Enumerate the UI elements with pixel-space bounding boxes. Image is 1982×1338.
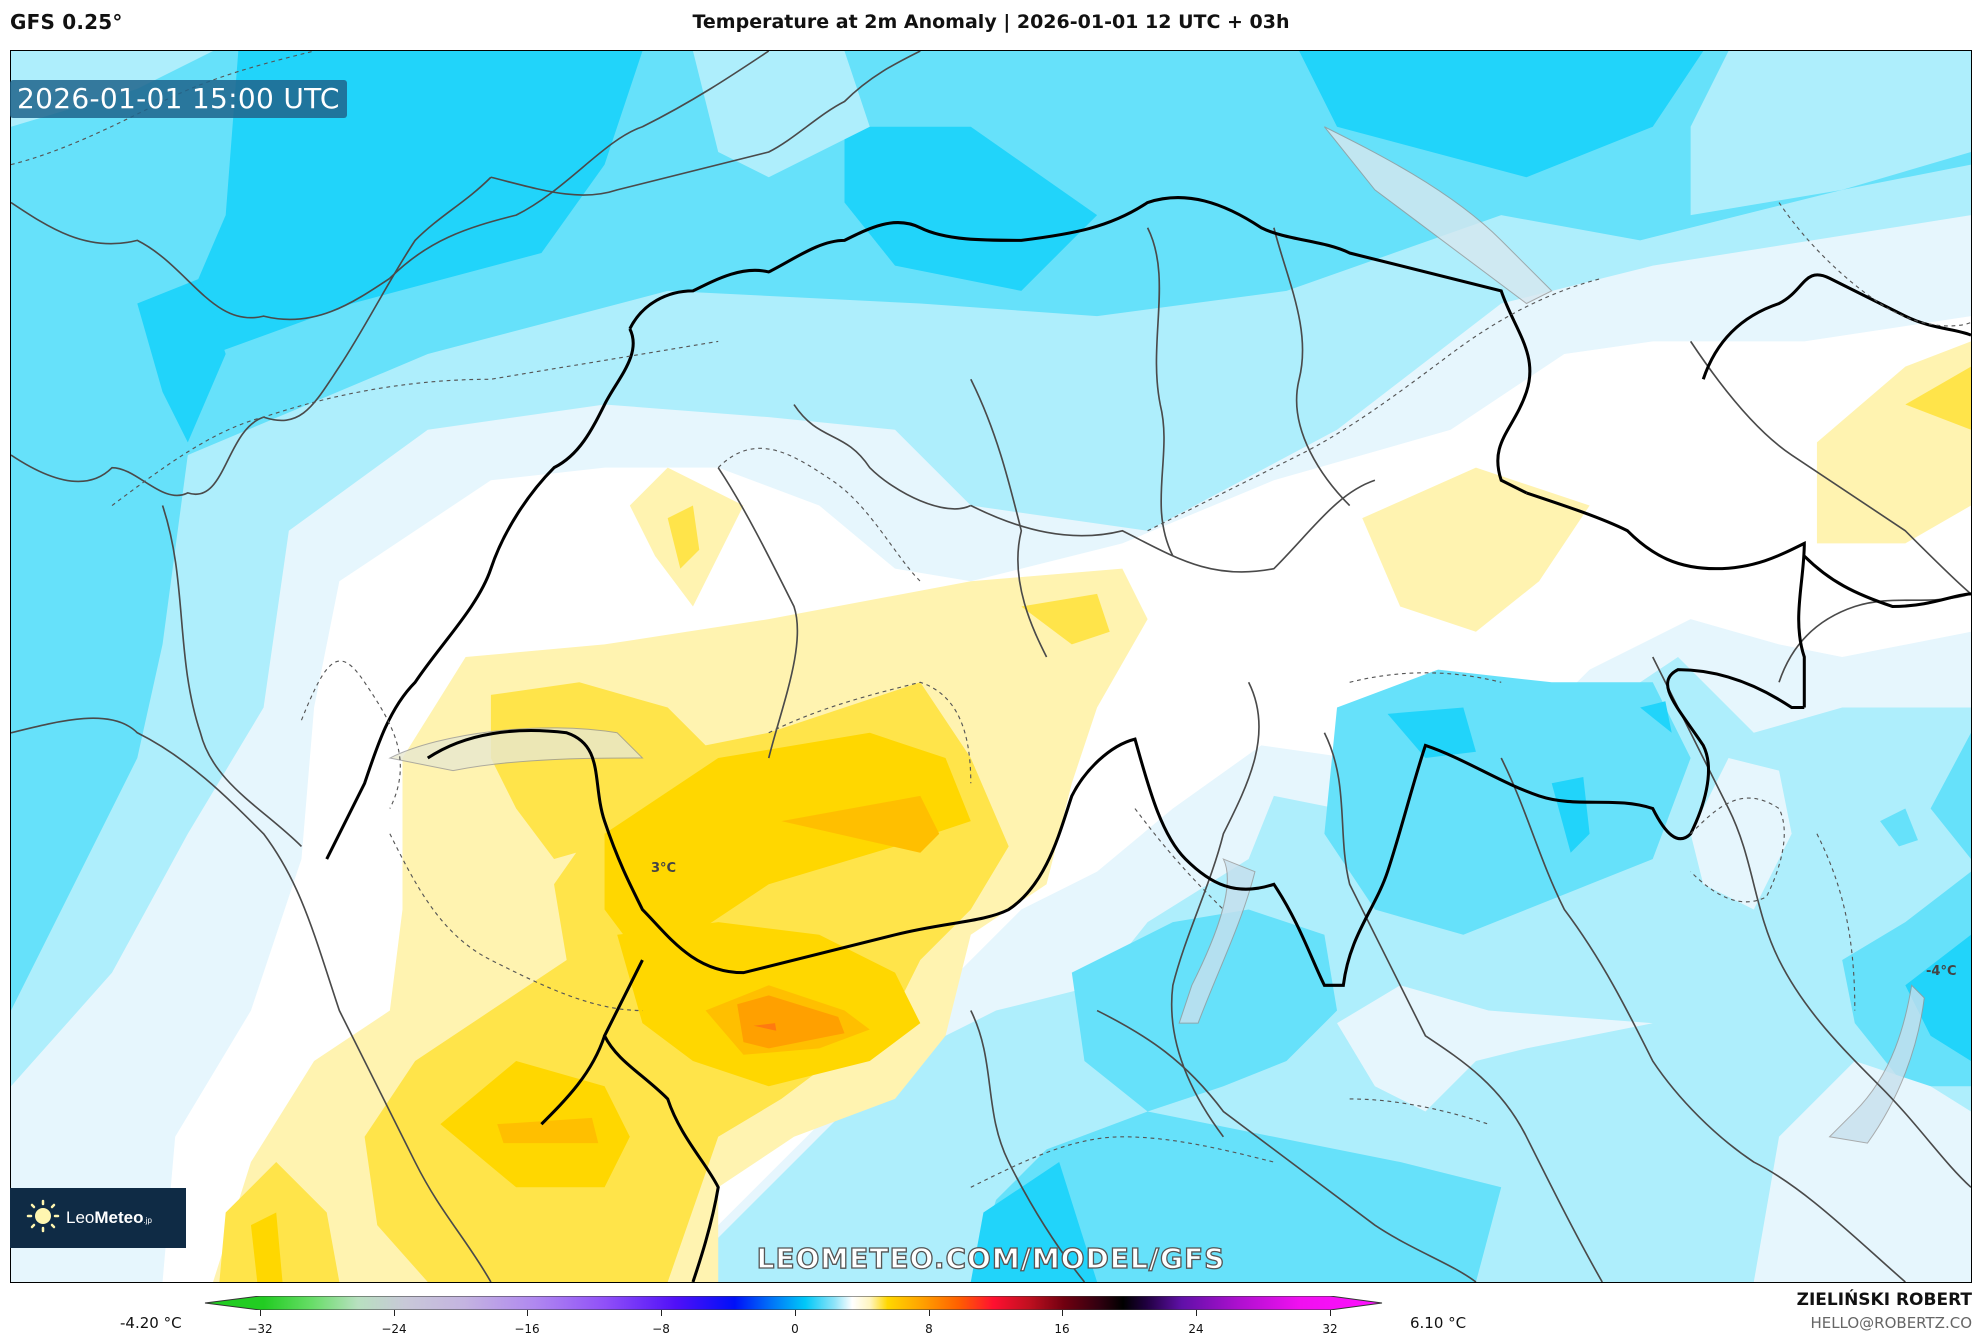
author-email: HELLO@ROBERTZ.CO [1810, 1314, 1972, 1332]
tick-mark [394, 1310, 395, 1316]
contour-label-3c: 3°C [651, 861, 677, 876]
tick-mark [260, 1310, 261, 1316]
tick-label: 24 [1188, 1322, 1204, 1336]
colorbar: -4.20 °C 6.10 °C [0, 1290, 1982, 1338]
tick-label: 0 [791, 1322, 799, 1336]
model-label: GFS 0.25° [10, 10, 123, 34]
tick-mark [661, 1310, 662, 1316]
tick-mark [1062, 1310, 1063, 1316]
leometeo-logo: LeoMeteo.jp [10, 1188, 186, 1248]
tick-mark [1330, 1310, 1331, 1316]
author-name: ZIELIŃSKI ROBERT [1796, 1290, 1972, 1310]
chart-title: Temperature at 2m Anomaly | 2026-01-01 1… [692, 11, 1290, 33]
tick-label: 32 [1322, 1322, 1338, 1336]
valid-time-badge: 2026-01-01 15:00 UTC [10, 80, 347, 118]
tick-mark [929, 1310, 930, 1316]
tick-label: −8 [652, 1322, 670, 1336]
tick-mark [527, 1310, 528, 1316]
anomaly-map: 3°C -4°C [10, 50, 1972, 1283]
map-field [11, 51, 1971, 1282]
field-min-label: -4.20 °C [120, 1314, 182, 1332]
tick-mark [795, 1310, 796, 1316]
source-watermark: LEOMETEO.COM/MODEL/GFS [756, 1241, 1226, 1275]
field-max-label: 6.10 °C [1410, 1314, 1467, 1332]
colorbar-ramp [204, 1296, 1383, 1310]
sun-icon [26, 1199, 60, 1237]
contour-label-minus4c: -4°C [1926, 964, 1957, 979]
logo-wordmark: LeoMeteo.jp [66, 1208, 152, 1227]
tick-label: −16 [514, 1322, 540, 1336]
tick-label: −32 [247, 1322, 273, 1336]
tick-label: 8 [925, 1322, 933, 1336]
tick-mark [1196, 1310, 1197, 1316]
tick-label: −24 [381, 1322, 407, 1336]
tick-label: 16 [1054, 1322, 1070, 1336]
